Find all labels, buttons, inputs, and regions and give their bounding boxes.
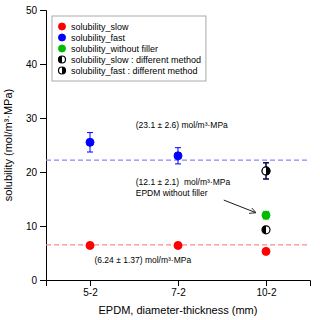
annotation: (23.1 ± 2.6) mol/m³·MPa [136, 120, 228, 130]
x-tick-mark [90, 280, 91, 286]
y-tick-label: 30 [26, 113, 38, 124]
error-bar-cap [175, 163, 181, 164]
y-tick-mark [40, 10, 46, 11]
x-tick: 7-2 [171, 280, 186, 298]
legend-label: solubility_fast [71, 33, 126, 43]
error-bar-cap [175, 147, 181, 148]
error-bar-cap [263, 179, 269, 180]
point [262, 167, 270, 175]
annotation-arrow [224, 200, 256, 212]
y-tick-label: 50 [26, 5, 38, 16]
error-bar-cap [87, 152, 93, 153]
x-tick-label: 5-2 [83, 287, 98, 298]
x-tick: 5-2 [83, 280, 98, 298]
legend-entry: solubility_slow [59, 22, 130, 32]
legend-entry: solubility_fast [59, 33, 126, 43]
y-axis-title: solubility (mol/m³·MPa) [2, 89, 14, 201]
point-half-fill [266, 167, 270, 175]
legend: solubility_slowsolubility_fastsolubility… [52, 16, 206, 81]
legend-swatch [59, 67, 66, 74]
y-tick: 40 [26, 59, 46, 70]
error-bar [263, 163, 269, 179]
error-bar [87, 133, 93, 152]
point-half-fill [262, 226, 266, 234]
y-tick-mark [40, 280, 46, 281]
error-bar-cap [263, 162, 269, 163]
point [86, 241, 94, 249]
error-bar-cap [263, 179, 269, 180]
point [262, 211, 270, 219]
y-tick-label: 0 [31, 275, 37, 286]
chart-svg: 5-2 7-2 10-2 0 10 20 30 40 50 EPDM, diameter-thic… [0, 0, 320, 320]
y-tick: 10 [26, 221, 46, 232]
point [262, 167, 270, 175]
legend-entry: solubility_fast : different method [59, 66, 198, 76]
legend-label: solubility_without filler [71, 44, 158, 54]
x-axis-line [47, 281, 311, 287]
series [86, 241, 270, 255]
legend-entry: solubility_slow : different method [59, 55, 201, 65]
x-tick-mark [178, 280, 179, 286]
x-tick-mark [266, 280, 267, 286]
point [174, 241, 182, 249]
point [262, 247, 270, 255]
legend-swatch [59, 34, 66, 41]
y-tick: 20 [26, 167, 46, 178]
y-tick-mark [40, 64, 46, 65]
error-bar-cap [263, 162, 269, 163]
y-tick: 0 [31, 275, 46, 286]
point [262, 226, 270, 234]
legend-swatch [59, 23, 66, 30]
series [86, 133, 270, 179]
y-tick: 50 [26, 5, 46, 16]
legend-swatch-half [59, 56, 63, 63]
legend-swatch-half [62, 67, 66, 74]
error-bar-cap [87, 132, 93, 133]
series [262, 226, 270, 234]
x-tick-label: 7-2 [171, 287, 186, 298]
x-axis-title: EPDM, diameter-thickness (mm) [99, 304, 258, 316]
annotation: (6.24 ± 1.37) mol/m³·MPa [94, 255, 191, 265]
chart-container: 5-2 7-2 10-2 0 10 20 30 40 50 EPDM, diameter-thic… [0, 0, 320, 320]
legend-entry: solubility_without filler [59, 44, 159, 54]
error-bar [175, 148, 181, 164]
legend-label: solubility_fast : different method [71, 66, 197, 76]
point [86, 138, 94, 146]
error-bar [263, 163, 269, 179]
y-axis: 0 10 20 30 40 50 [26, 5, 47, 286]
series [262, 163, 270, 179]
legend-swatch [59, 56, 66, 63]
annotation-line: (23.1 ± 2.6) mol/m³·MPa [136, 120, 228, 130]
x-axis: 5-2 7-2 10-2 [47, 280, 311, 298]
legend-box [52, 16, 206, 81]
x-tick-label: 10-2 [256, 287, 276, 298]
y-tick-mark [40, 226, 46, 227]
annotation-line: EPDM without filler [136, 188, 208, 198]
legend-label: solubility_slow : different method [71, 55, 201, 65]
y-axis-line [40, 11, 47, 281]
annotation: (12.1 ± 2.1) mol/m³·MPaEPDM without fill… [136, 177, 231, 198]
point [174, 152, 182, 160]
annotations: (23.1 ± 2.6) mol/m³·MPa (6.24 ± 1.37) mol… [94, 120, 255, 265]
plot-area [46, 133, 310, 256]
y-tick-mark [40, 172, 46, 173]
x-tick: 10-2 [256, 280, 276, 298]
y-tick-mark [40, 118, 46, 119]
annotation-line: (12.1 ± 2.1) mol/m³·MPa [136, 177, 231, 187]
y-tick-label: 40 [26, 59, 38, 70]
annotation-line: (6.24 ± 1.37) mol/m³·MPa [94, 255, 191, 265]
y-tick-label: 10 [26, 221, 38, 232]
y-tick-label: 20 [26, 167, 38, 178]
y-tick: 30 [26, 113, 46, 124]
legend-swatch [59, 45, 66, 52]
error-bar [263, 211, 269, 219]
legend-label: solubility_slow [71, 22, 129, 32]
series [262, 211, 270, 219]
